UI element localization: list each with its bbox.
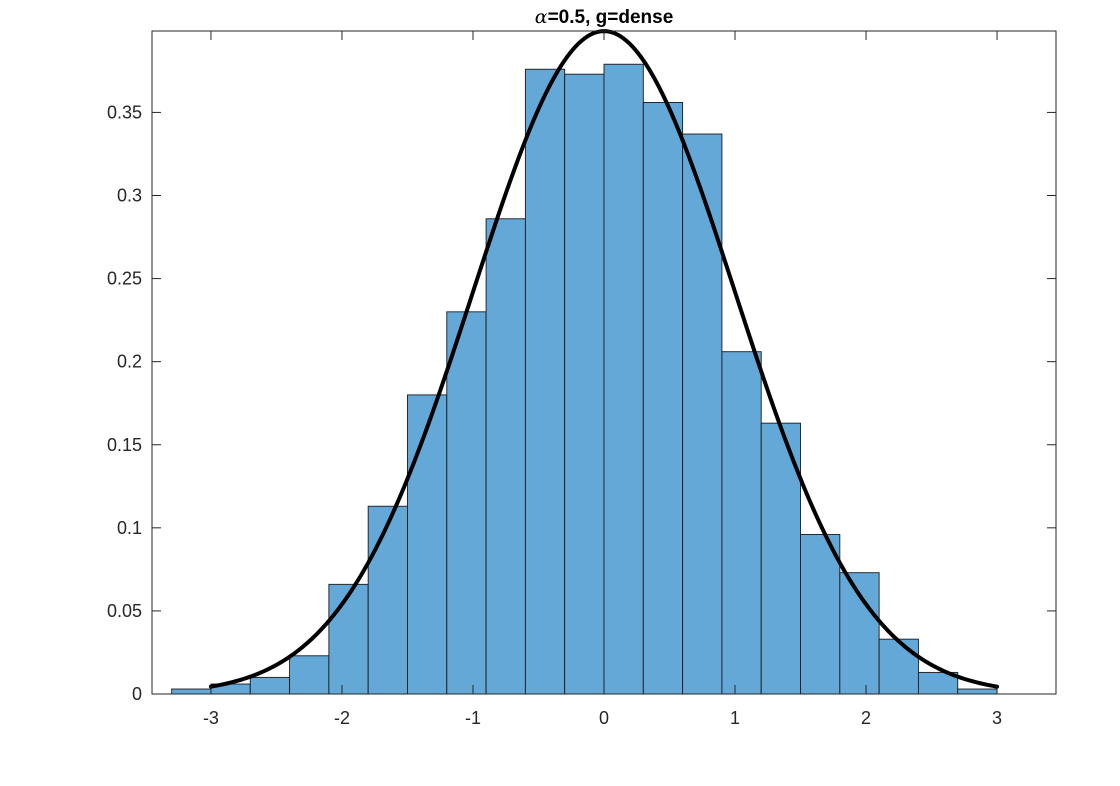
- y-tick-label: 0.3: [117, 186, 142, 206]
- x-tick-label: 0: [599, 708, 609, 728]
- histogram-bar: [249, 676, 291, 695]
- y-tick-label: 0.35: [107, 102, 142, 122]
- x-tick-label: 2: [861, 708, 871, 728]
- histogram-bar: [171, 688, 212, 695]
- histogram-bar: [524, 68, 566, 695]
- histogram-bars: [171, 63, 998, 695]
- histogram-bar: [367, 505, 408, 695]
- x-tick-label: -2: [334, 708, 350, 728]
- y-tick-label: 0: [132, 684, 142, 704]
- x-tick-label: -3: [203, 708, 219, 728]
- x-tick-label: 1: [730, 708, 740, 728]
- x-tick-label: 3: [992, 708, 1002, 728]
- y-tick-label: 0.25: [107, 269, 142, 289]
- histogram-bar: [839, 572, 880, 695]
- histogram-bar: [721, 351, 762, 695]
- title-text: =0.5, g=dense: [548, 7, 674, 28]
- histogram-bar: [682, 133, 723, 695]
- x-axis-ticks: -3 -2 -1 0 1 2 3: [203, 31, 1002, 728]
- histogram-bar: [800, 534, 841, 695]
- histogram-bar: [564, 73, 605, 695]
- histogram-bar: [603, 63, 644, 695]
- x-tick-label: -1: [465, 708, 481, 728]
- y-tick-label: 0.1: [117, 518, 142, 538]
- histogram-bar: [446, 311, 487, 695]
- y-axis-ticks: 0 0.05 0.1 0.15 0.2 0.25 0.3 0.35: [107, 102, 1056, 704]
- histogram-bar: [485, 218, 526, 695]
- histogram-bar: [289, 655, 330, 695]
- chart-title: α=0.5, g=dense: [535, 6, 674, 28]
- histogram-bar: [957, 688, 998, 695]
- histogram-bar: [407, 394, 448, 695]
- y-tick-label: 0.15: [107, 435, 142, 455]
- y-tick-label: 0.05: [107, 601, 142, 621]
- title-alpha-symbol: α: [535, 6, 548, 28]
- y-tick-label: 0.2: [117, 352, 142, 372]
- histogram-bar: [878, 638, 919, 695]
- histogram-bar: [328, 583, 369, 695]
- histogram-bar: [642, 102, 684, 695]
